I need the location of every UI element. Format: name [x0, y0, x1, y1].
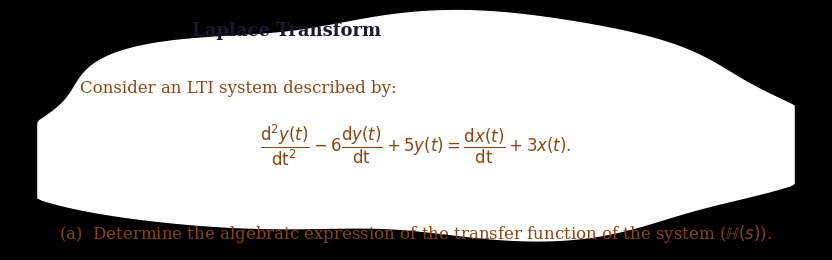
- Text: (a)  Determine the algebraic expression of the transfer function of the system (: (a) Determine the algebraic expression o…: [60, 223, 772, 245]
- Polygon shape: [38, 11, 794, 241]
- Text: Consider an LTI system described by:: Consider an LTI system described by:: [80, 80, 397, 97]
- Text: $\dfrac{\mathrm{d}^2y(t)}{\mathrm{dt}^2} - 6\dfrac{\mathrm{d}y(t)}{\mathrm{dt}} : $\dfrac{\mathrm{d}^2y(t)}{\mathrm{dt}^2}…: [260, 123, 572, 168]
- Text: Laplace Transform: Laplace Transform: [191, 22, 381, 40]
